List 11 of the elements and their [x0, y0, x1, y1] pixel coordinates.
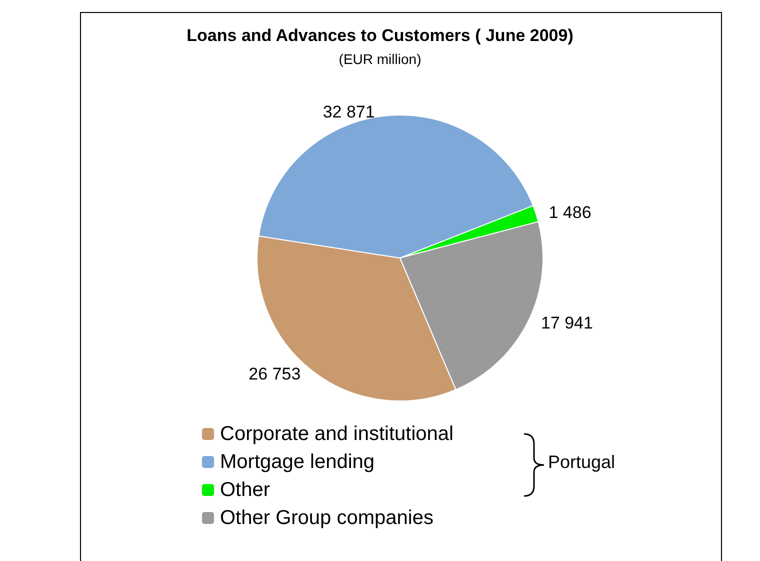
legend-label: Mortgage lending — [220, 451, 375, 473]
data-label: 26 753 — [248, 364, 301, 384]
chart-subtitle: (EUR million) — [338, 51, 422, 67]
text: Portugal — [548, 452, 616, 473]
data-label: 17 941 — [540, 313, 593, 332]
data-label: 32 871 — [322, 102, 375, 122]
legend-label: Corporate and institutional — [220, 423, 454, 445]
legend-label: Other Group companies — [220, 507, 434, 529]
data-label: 1 486 — [548, 202, 592, 222]
chart-title: Loans and Advances to Customers ( June 2009) — [186, 26, 574, 45]
legend-label: Other — [220, 479, 270, 501]
